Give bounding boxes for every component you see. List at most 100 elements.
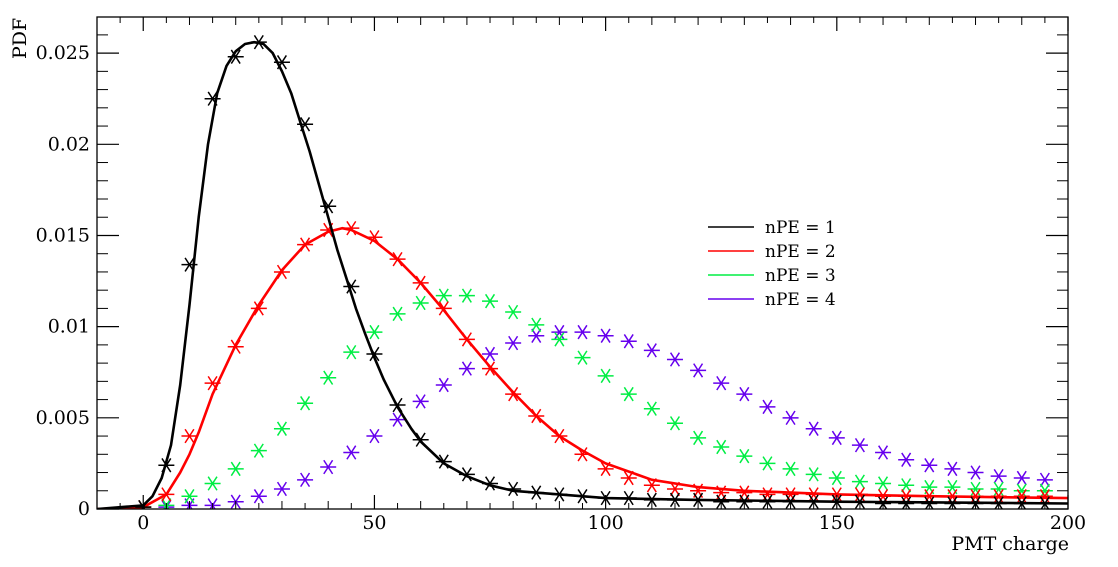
series-3-marker	[389, 306, 406, 322]
series-4-marker	[898, 452, 915, 467]
series-4-marker	[320, 459, 337, 475]
series-4-marker	[250, 489, 267, 504]
x-axis-title: PMT charge	[951, 533, 1069, 555]
y-tick-label: 0.02	[48, 133, 90, 155]
series-3-marker	[666, 416, 683, 431]
legend: nPE = 1 nPE = 2 nPE = 3 nPE = 4	[708, 218, 836, 310]
series-4-marker	[921, 458, 938, 473]
legend-label: nPE = 2	[765, 242, 836, 262]
legend-entry-4: nPE = 4	[708, 290, 836, 310]
y-tick-label: 0.025	[36, 42, 90, 64]
series-3-marker	[1036, 483, 1053, 498]
series-4-marker	[967, 465, 984, 480]
series-3-marker	[551, 332, 568, 347]
series-npe-2	[97, 220, 1068, 509]
series-3-marker	[643, 401, 660, 416]
tick-labels-layer: 0 50 100 150 200 0 0.005 0.01 0.015 0.02 0.025	[36, 42, 1087, 534]
series-3-marker	[574, 350, 591, 365]
series-4-marker	[828, 430, 845, 446]
series-3-marker	[828, 470, 845, 486]
series-3-marker	[990, 481, 1007, 497]
x-tick-label: 150	[819, 512, 855, 534]
series-4-marker	[990, 468, 1007, 484]
series-3-marker	[597, 368, 614, 384]
y-tick-label: 0	[78, 498, 90, 520]
y-tick-label: 0.01	[48, 316, 90, 338]
series-4-marker	[805, 421, 822, 436]
series-3-marker	[690, 430, 707, 446]
series-4-marker	[505, 335, 522, 351]
series-3-marker	[875, 476, 892, 491]
series-4-marker	[620, 334, 637, 349]
series-4-marker	[482, 346, 499, 362]
series-4-marker	[782, 410, 799, 426]
legend-label: nPE = 1	[765, 218, 836, 238]
series-4-marker	[366, 428, 383, 444]
series-1-marker	[227, 49, 244, 64]
series-4-marker	[297, 472, 314, 488]
series-4-marker	[389, 412, 406, 427]
series-3-marker	[227, 461, 244, 477]
series-2-marker	[782, 487, 799, 502]
series-3-marker	[320, 370, 337, 385]
y-tick-label: 0.015	[36, 224, 90, 246]
series-3-marker	[851, 474, 868, 489]
series-4-marker	[643, 343, 660, 358]
y-tick-label: 0.005	[36, 407, 90, 429]
series-npe-4	[135, 324, 1053, 509]
legend-label: nPE = 4	[765, 290, 836, 310]
series-3-marker	[805, 467, 822, 482]
legend-entry-2: nPE = 2	[708, 242, 836, 262]
series-3-marker	[1013, 483, 1030, 498]
series-3-marker	[482, 293, 499, 309]
x-tick-label: 0	[137, 512, 149, 534]
series-1-curve	[97, 40, 1068, 509]
series-3-marker	[366, 324, 383, 340]
series-4-marker	[690, 363, 707, 378]
ticks-layer	[96, 17, 1069, 510]
series-4-marker	[458, 361, 475, 376]
series-4-marker	[851, 437, 868, 453]
x-tick-label: 50	[362, 512, 386, 534]
series-2-curve	[97, 226, 1068, 509]
series-3-marker	[967, 481, 984, 497]
legend-entry-1: nPE = 1	[708, 218, 836, 238]
series-4-marker	[944, 461, 961, 477]
series-2-marker	[759, 487, 776, 502]
series-4-marker	[713, 375, 730, 391]
series-3-marker	[435, 288, 452, 303]
legend-entry-3: nPE = 3	[708, 266, 836, 286]
series-4-marker	[574, 324, 591, 340]
y-axis-title: PDF	[9, 18, 31, 59]
series-1-marker	[713, 494, 730, 509]
series-3-marker	[528, 317, 545, 333]
series-4-marker	[1013, 470, 1030, 486]
series-4-marker	[273, 481, 290, 497]
series-3-marker	[343, 344, 360, 360]
series-3-marker	[412, 295, 429, 311]
x-tick-label: 200	[1050, 512, 1086, 534]
series-3-marker	[505, 304, 522, 320]
series-2-marker	[1036, 489, 1053, 504]
series-4-marker	[666, 352, 683, 367]
series-3-marker	[898, 478, 915, 493]
series-4-marker	[759, 399, 776, 415]
x-tick-label: 100	[587, 512, 623, 534]
series-3-marker	[181, 489, 198, 504]
series-3-marker	[250, 443, 267, 458]
series-4-marker	[736, 386, 753, 402]
legend-label: nPE = 3	[765, 266, 836, 286]
series-3-marker	[782, 461, 799, 477]
series-4-marker	[1036, 472, 1053, 488]
series-4-marker	[551, 324, 568, 340]
series-3-marker	[736, 448, 753, 464]
series-3-marker	[759, 456, 776, 471]
series-3-marker	[273, 421, 290, 436]
series-4-marker	[597, 328, 614, 343]
series-3-marker	[297, 396, 314, 411]
series-2-marker	[250, 301, 267, 316]
series-4-marker	[528, 328, 545, 343]
series-3-marker	[458, 288, 475, 303]
